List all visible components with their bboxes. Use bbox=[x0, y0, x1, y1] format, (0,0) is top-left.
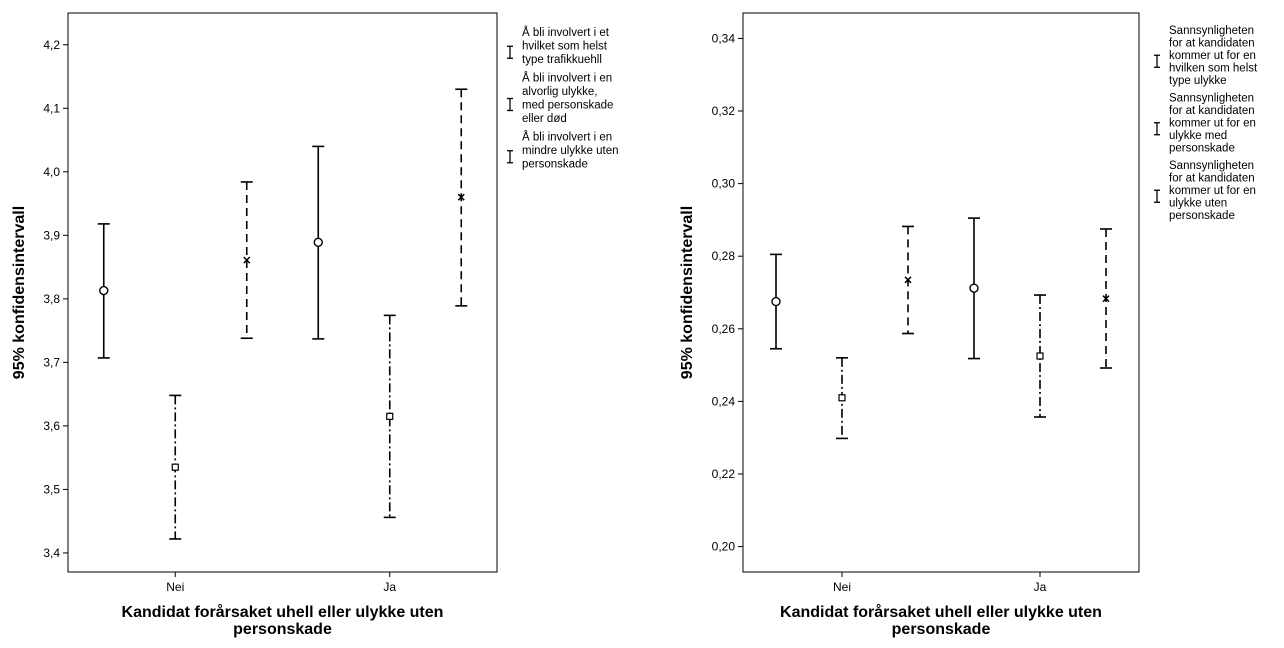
legend-label: for at kandidaten bbox=[1169, 105, 1255, 117]
y-tick-label: 3,7 bbox=[43, 355, 60, 369]
y-tick-label: 0,34 bbox=[712, 31, 736, 45]
chart-left: 3,4 3,5 3,6 3,7 3,8 3,9 4,0 4,1 4,2 Nei Ja 95% konf… bbox=[11, 12, 619, 638]
chart-right: 0,20 0,22 0,24 0,26 0,28 0,30 0,32 0,34 Nei Ja 95%… bbox=[679, 12, 1258, 638]
plot-frame bbox=[67, 12, 498, 573]
y-tick-label: 3,4 bbox=[43, 546, 60, 560]
legend-label: kommer ut for en bbox=[1169, 185, 1256, 197]
mean-marker-x bbox=[1102, 295, 1110, 303]
y-axis-title: 95% konfidensintervall bbox=[11, 206, 28, 379]
y-tick-label: 3,8 bbox=[43, 292, 60, 306]
mean-marker-square bbox=[171, 463, 179, 471]
x-tick-label: Nei bbox=[166, 580, 184, 594]
x-tick-label: Ja bbox=[383, 580, 396, 594]
legend-label: personskade bbox=[1169, 210, 1235, 222]
legend-label: personskade bbox=[522, 159, 588, 171]
y-tick-label: 0,32 bbox=[712, 104, 736, 118]
x-axis-title: personskade bbox=[233, 621, 332, 638]
legend-label: Å bli involvert i en bbox=[522, 131, 612, 144]
mean-marker-circle bbox=[969, 283, 979, 293]
y-tick-label: 0,28 bbox=[712, 249, 736, 263]
legend-label: for at kandidaten bbox=[1169, 173, 1255, 185]
mean-marker-square bbox=[1036, 352, 1044, 360]
legend-label: Sannsynligheten bbox=[1169, 160, 1254, 172]
x-axis-title: personskade bbox=[892, 621, 991, 638]
y-tick-label: 0,22 bbox=[712, 467, 736, 481]
mean-marker-circle bbox=[99, 285, 109, 296]
y-tick-label: 3,6 bbox=[43, 419, 60, 433]
y-tick-label: 4,0 bbox=[43, 165, 60, 179]
x-tick-label: Nei bbox=[833, 580, 851, 594]
legend-label: type ulykke bbox=[1169, 75, 1227, 87]
legend-label: type trafikkuehll bbox=[522, 54, 602, 66]
legend-label: hvilken som helst bbox=[1169, 63, 1258, 75]
mean-marker-square bbox=[838, 394, 846, 402]
x-axis-title: Kandidat forårsaket uhell eller ulykke u… bbox=[780, 603, 1102, 621]
legend-label: personskade bbox=[1169, 143, 1235, 155]
y-tick-label: 0,26 bbox=[712, 322, 736, 336]
mean-marker-x bbox=[243, 256, 251, 264]
legend-label: for at kandidaten bbox=[1169, 38, 1255, 50]
legend-label: Å bli involvert i et bbox=[522, 26, 610, 39]
legend-label: eller død bbox=[522, 113, 567, 125]
y-tick-label: 3,9 bbox=[43, 228, 60, 242]
y-tick-label: 3,5 bbox=[43, 482, 60, 496]
mean-marker-square bbox=[386, 412, 394, 420]
legend-label: mindre ulykke uten bbox=[522, 145, 619, 157]
x-axis-title: Kandidat forårsaket uhell eller ulykke u… bbox=[122, 603, 444, 621]
mean-marker-x bbox=[904, 276, 912, 284]
mean-marker-circle bbox=[313, 237, 323, 248]
y-tick-label: 0,20 bbox=[712, 540, 736, 554]
legend-label: Sannsynligheten bbox=[1169, 93, 1254, 105]
legend-label: alvorlig ulykke, bbox=[522, 86, 597, 98]
y-tick-label: 0,30 bbox=[712, 177, 736, 191]
y-axis-title: 95% konfidensintervall bbox=[679, 206, 696, 379]
mean-marker-circle bbox=[771, 296, 781, 307]
y-tick-label: 4,1 bbox=[43, 101, 60, 115]
legend-label: Å bli involvert i en bbox=[522, 72, 612, 85]
y-tick-label: 4,2 bbox=[43, 38, 60, 52]
legend-label: ulykke med bbox=[1169, 130, 1227, 142]
plot-frame bbox=[742, 12, 1140, 573]
legend-label: kommer ut for en bbox=[1169, 50, 1256, 62]
x-tick-label: Ja bbox=[1034, 580, 1047, 594]
legend-label: kommer ut for en bbox=[1169, 118, 1256, 130]
mean-marker-x bbox=[457, 193, 465, 201]
legend-label: ulykke uten bbox=[1169, 198, 1227, 210]
legend-label: Sannsynligheten bbox=[1169, 25, 1254, 37]
legend-label: hvilket som helst bbox=[522, 41, 608, 53]
y-tick-label: 0,24 bbox=[712, 394, 736, 408]
legend-label: med personskade bbox=[522, 100, 613, 112]
